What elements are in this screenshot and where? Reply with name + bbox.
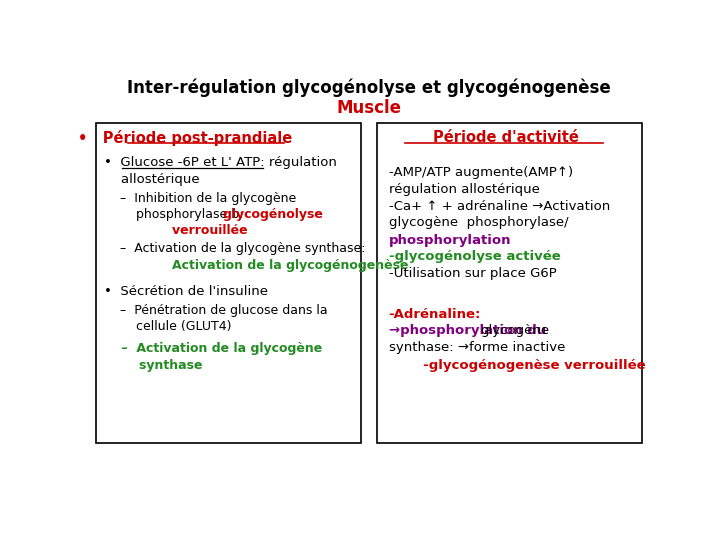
Text: verrouillée: verrouillée bbox=[138, 224, 248, 237]
Text: Période d'activité: Période d'activité bbox=[433, 130, 579, 145]
Text: phosphorylase b:: phosphorylase b: bbox=[104, 208, 248, 221]
Text: glycogénolyse: glycogénolyse bbox=[188, 208, 323, 221]
Text: -Ca+ ↑ + adrénaline →Activation: -Ca+ ↑ + adrénaline →Activation bbox=[389, 200, 610, 213]
Text: -glycogénolyse activée: -glycogénolyse activée bbox=[389, 251, 560, 264]
Text: synthase: synthase bbox=[104, 359, 202, 372]
Text: Activation de la glycogénogenèse: Activation de la glycogénogenèse bbox=[138, 259, 409, 272]
Text: cellule (GLUT4): cellule (GLUT4) bbox=[104, 320, 231, 333]
Text: phosphorylation: phosphorylation bbox=[389, 234, 511, 247]
Text: •  Sécrétion de l'insuline: • Sécrétion de l'insuline bbox=[104, 285, 268, 298]
Text: –  Pénétration de glucose dans la: – Pénétration de glucose dans la bbox=[104, 303, 328, 316]
Text: allostérique: allostérique bbox=[104, 173, 199, 186]
Text: Muscle: Muscle bbox=[336, 99, 402, 118]
Text: –  Activation de la glycogène: – Activation de la glycogène bbox=[104, 342, 323, 355]
FancyBboxPatch shape bbox=[377, 123, 642, 443]
Text: synthase: →forme inactive: synthase: →forme inactive bbox=[389, 341, 565, 354]
Text: •   Période post-prandiale: • Période post-prandiale bbox=[78, 130, 292, 146]
Text: –  Inhibition de la glycogène: – Inhibition de la glycogène bbox=[104, 192, 296, 205]
Text: →phosphorylation du: →phosphorylation du bbox=[389, 325, 550, 338]
Text: glycogène: glycogène bbox=[481, 325, 550, 338]
Text: glycogène  phosphorylase/: glycogène phosphorylase/ bbox=[389, 217, 568, 230]
Text: –  Activation de la glycogène synthase:: – Activation de la glycogène synthase: bbox=[104, 242, 366, 255]
Text: -Utilisation sur place G6P: -Utilisation sur place G6P bbox=[389, 267, 557, 280]
Text: -Adrénaline:: -Adrénaline: bbox=[389, 308, 481, 321]
Text: -glycogénogenèse verrouillée: -glycogénogenèse verrouillée bbox=[400, 359, 645, 372]
Text: •  Glucose -6P et L' ATP: régulation: • Glucose -6P et L' ATP: régulation bbox=[104, 156, 337, 169]
FancyBboxPatch shape bbox=[96, 123, 361, 443]
Text: Inter-régulation glycogénolyse et glycogénogenèse: Inter-régulation glycogénolyse et glycog… bbox=[127, 78, 611, 97]
Text: régulation allostérique: régulation allostérique bbox=[389, 183, 539, 196]
Text: -AMP/ATP augmente(AMP↑): -AMP/ATP augmente(AMP↑) bbox=[389, 166, 572, 179]
